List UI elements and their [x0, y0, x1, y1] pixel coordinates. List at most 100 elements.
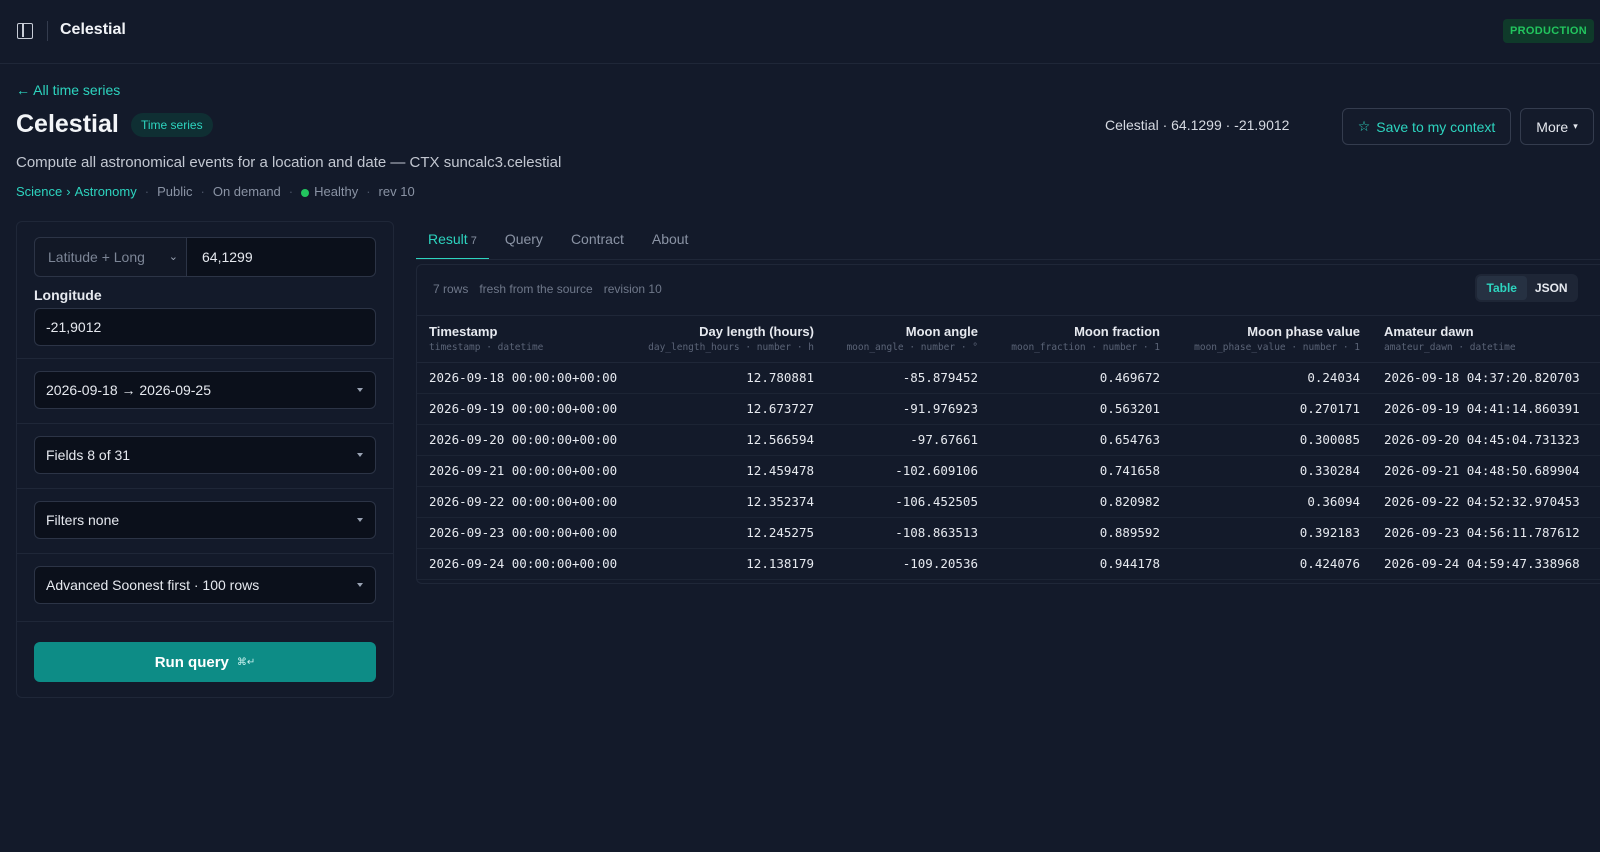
environment-badge: PRODUCTION — [1503, 19, 1594, 43]
table-cell: -102.609106 — [826, 455, 990, 487]
table-row[interactable]: 2026-09-24 00:00:00+00:00 12.138179 -109… — [417, 548, 1600, 580]
column-header-day-length[interactable]: Day length (hours) day_length_hours · num… — [622, 316, 826, 363]
table-row[interactable]: 2026-09-18 00:00:00+00:00 12.780881 -85.… — [417, 362, 1600, 394]
table-cell: 0.654763 — [990, 424, 1172, 456]
freshness-label: fresh from the source — [479, 282, 593, 296]
chevron-down-icon: ⌄ — [168, 251, 178, 263]
type-badge: Time series — [131, 113, 213, 137]
table-row[interactable]: 2026-09-21 00:00:00+00:00 12.459478 -102… — [417, 455, 1600, 487]
tabs-underline — [416, 259, 1600, 260]
date-range-select[interactable]: 2026-09-18 → 2026-09-25 — [34, 371, 376, 409]
table-cell: 12.459478 — [622, 455, 826, 487]
table-cell: 12.566594 — [622, 424, 826, 456]
star-icon: ☆ — [1357, 118, 1371, 134]
column-header-amateur-dawn[interactable]: Amateur dawn amateur_dawn · datetime — [1372, 316, 1600, 363]
row-count: 7 rows — [433, 282, 469, 296]
app-title: Celestial — [60, 21, 126, 38]
revision-label: rev 10 — [378, 184, 415, 199]
table-cell: 2026-09-21 00:00:00+00:00 — [417, 455, 622, 487]
longitude-label: Longitude — [34, 287, 102, 303]
meta-row: Science › Astronomy · Public · On demand… — [16, 184, 415, 199]
panel-divider — [17, 488, 393, 489]
table-cell: 0.741658 — [990, 455, 1172, 487]
run-query-button[interactable]: Run query ⌘↵ — [34, 642, 376, 682]
table-cell: -109.20536 — [826, 548, 990, 580]
table-cell: 0.563201 — [990, 393, 1172, 425]
table-row[interactable]: 2026-09-19 00:00:00+00:00 12.673727 -91.… — [417, 393, 1600, 425]
page-title: Celestial — [16, 110, 119, 138]
save-to-context-button[interactable]: ☆ Save to my context — [1342, 108, 1511, 145]
table-cell: 2026-09-20 00:00:00+00:00 — [417, 424, 622, 456]
filters-select[interactable]: Filters none — [34, 501, 376, 539]
panel-divider — [17, 358, 393, 359]
caret-down-icon — [357, 518, 363, 522]
table-cell: -97.67661 — [826, 424, 990, 456]
view-json-button[interactable]: JSON — [1534, 281, 1568, 295]
column-header-timestamp[interactable]: Timestamp timestamp · datetime — [417, 316, 622, 363]
table-row[interactable]: 2026-09-20 00:00:00+00:00 12.566594 -97.… — [417, 424, 1600, 456]
advanced-select[interactable]: Advanced Soonest first · 100 rows — [34, 566, 376, 604]
table-cell: 2026-09-21 04:48:50.689904 — [1372, 455, 1600, 487]
table-cell: 2026-09-18 04:37:20.820703 — [1372, 362, 1600, 394]
tab-about[interactable]: About — [651, 231, 689, 247]
tab-result[interactable]: Result 7 — [416, 225, 489, 260]
tab-query[interactable]: Query — [504, 231, 543, 247]
table-row[interactable]: 2026-09-23 00:00:00+00:00 12.245275 -108… — [417, 517, 1600, 549]
table-cell: -85.879452 — [826, 362, 990, 394]
table-cell: 2026-09-18 00:00:00+00:00 — [417, 362, 622, 394]
table-header-row: Timestamp timestamp · datetime Day length… — [417, 316, 1600, 363]
view-table-button[interactable]: Table — [1477, 276, 1527, 300]
keyboard-shortcut-hint: ⌘↵ — [236, 656, 256, 668]
caret-down-icon — [357, 453, 363, 457]
more-button[interactable]: More ▾ — [1520, 108, 1594, 145]
page-description: Compute all astronomical events for a lo… — [16, 154, 562, 171]
topbar-divider — [47, 21, 48, 41]
table-cell: 0.424076 — [1172, 548, 1372, 580]
column-header-moon-fraction[interactable]: Moon fraction moon_fraction · number · 1 — [990, 316, 1172, 363]
table-cell: 2026-09-19 04:41:14.860391 — [1372, 393, 1600, 425]
query-panel: Latitude + Long ⌄ 64,1299 Longitude -21,… — [16, 221, 394, 698]
result-divider — [417, 315, 1600, 316]
table-cell: 0.36094 — [1172, 486, 1372, 518]
table-cell: -106.452505 — [826, 486, 990, 518]
mode-label: On demand — [212, 184, 281, 199]
result-count-badge: 7 — [470, 235, 477, 247]
sidebar-toggle-icon[interactable] — [17, 23, 33, 39]
result-card: 7 rows fresh from the source revision 10… — [416, 264, 1600, 584]
table-row[interactable]: 2026-09-22 00:00:00+00:00 12.352374 -106… — [417, 486, 1600, 518]
health-dot-icon — [301, 188, 310, 197]
location-mode-select[interactable]: Latitude + Long ⌄ — [34, 237, 187, 277]
fields-select[interactable]: Fields 8 of 31 — [34, 436, 376, 474]
table-cell: -108.863513 — [826, 517, 990, 549]
tab-contract[interactable]: Contract — [570, 231, 624, 247]
table-cell: 2026-09-20 04:45:04.731323 — [1372, 424, 1600, 456]
breadcrumb-subcategory[interactable]: Astronomy — [74, 184, 137, 199]
caret-down-icon — [357, 388, 363, 392]
table-cell: 2026-09-24 04:59:47.338968 — [1372, 548, 1600, 580]
back-link[interactable]: ← All time series — [16, 82, 121, 98]
save-button-label: Save to my context — [1376, 118, 1496, 135]
table-cell: 12.245275 — [622, 517, 826, 549]
table-cell: 0.944178 — [990, 548, 1172, 580]
dot-separator: · — [200, 184, 205, 199]
table-cell: 2026-09-22 00:00:00+00:00 — [417, 486, 622, 518]
column-header-moon-angle[interactable]: Moon angle moon_angle · number · ° — [826, 316, 990, 363]
table-cell: 12.352374 — [622, 486, 826, 518]
table-cell: 0.392183 — [1172, 517, 1372, 549]
table-cell: 0.330284 — [1172, 455, 1372, 487]
revision-label: revision 10 — [603, 282, 662, 296]
latitude-input[interactable]: 64,1299 — [187, 237, 376, 277]
dot-separator: · — [144, 184, 150, 199]
caret-down-icon — [357, 583, 363, 587]
panel-divider — [17, 553, 393, 554]
table-cell: 0.300085 — [1172, 424, 1372, 456]
more-button-label: More — [1536, 118, 1569, 135]
top-bar: Celestial PRODUCTION — [0, 0, 1600, 64]
longitude-input[interactable]: -21,9012 — [34, 308, 376, 346]
column-header-moon-phase-value[interactable]: Moon phase value moon_phase_value · numbe… — [1172, 316, 1372, 363]
result-tabs: Result 7 Query Contract About — [416, 225, 704, 260]
table-cell: 0.270171 — [1172, 393, 1372, 425]
breadcrumb-category[interactable]: Science — [16, 184, 63, 199]
table-cell: 12.138179 — [622, 548, 826, 580]
breadcrumb-separator: › — [66, 184, 71, 199]
